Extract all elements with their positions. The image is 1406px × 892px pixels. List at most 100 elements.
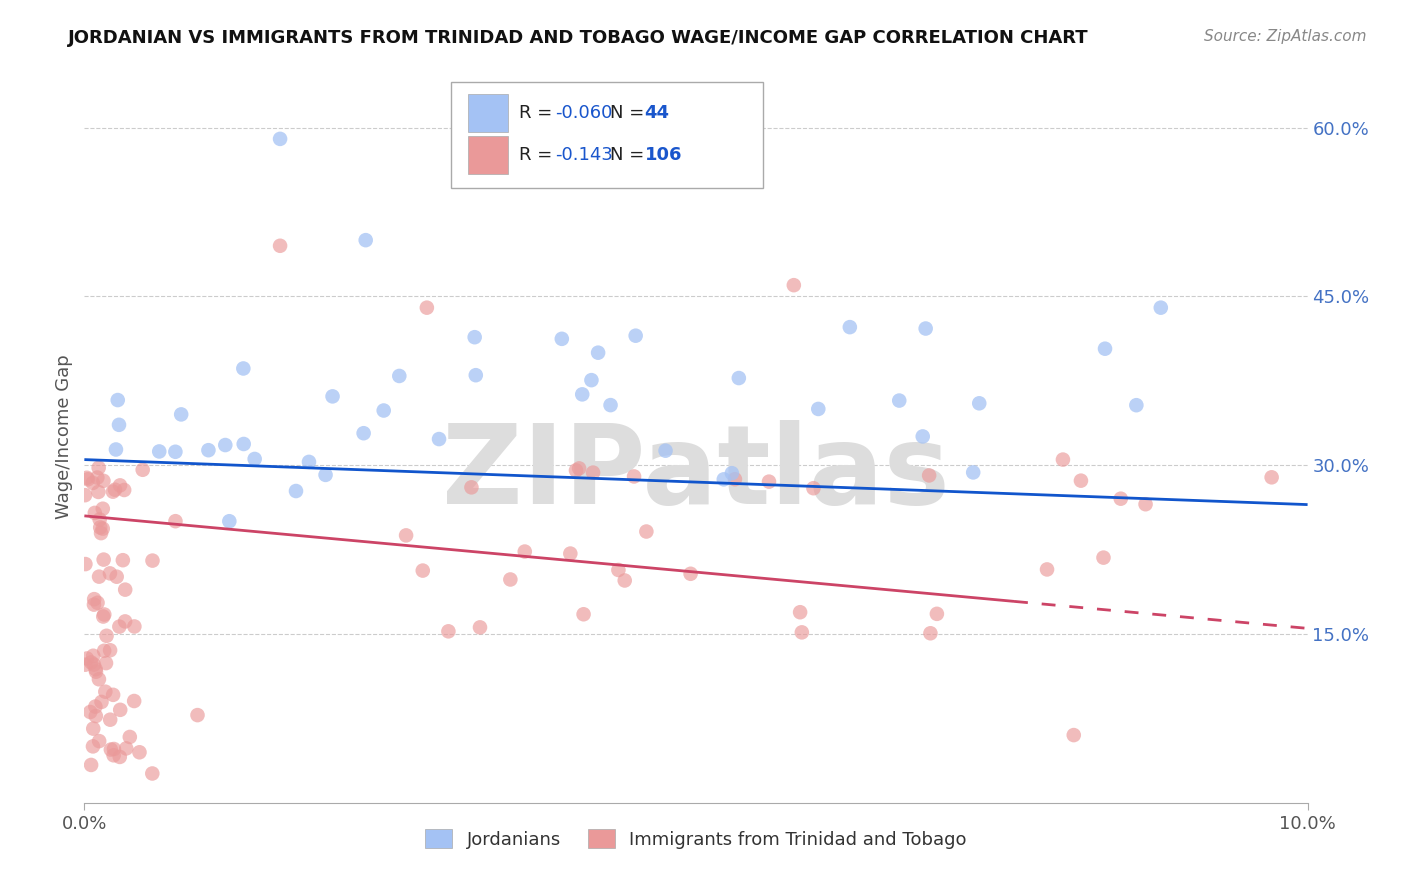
Point <box>112 483 135 497</box>
Point <box>94 684 117 698</box>
Point <box>218 514 240 528</box>
Point <box>322 389 344 403</box>
Point <box>582 466 605 480</box>
Point <box>87 673 110 687</box>
Point <box>128 745 150 759</box>
Point <box>499 573 522 587</box>
Point <box>1094 342 1116 356</box>
Point <box>83 657 105 672</box>
Point <box>89 512 111 526</box>
Point <box>513 544 536 558</box>
Point <box>93 607 115 622</box>
Text: JORDANIAN VS IMMIGRANTS FROM TRINIDAD AND TOBAGO WAGE/INCOME GAP CORRELATION CHA: JORDANIAN VS IMMIGRANTS FROM TRINIDAD AN… <box>67 29 1088 46</box>
Text: N =: N = <box>610 104 644 122</box>
Point <box>83 598 105 612</box>
Point <box>93 644 115 658</box>
Point <box>103 748 125 763</box>
FancyBboxPatch shape <box>468 94 508 132</box>
Point <box>214 438 236 452</box>
Point <box>75 557 97 571</box>
Point <box>96 629 118 643</box>
Point <box>82 722 104 736</box>
Point <box>98 566 121 581</box>
Point <box>565 463 588 477</box>
Point <box>82 739 104 754</box>
Point <box>107 392 129 407</box>
Point <box>110 703 132 717</box>
Point <box>104 442 127 457</box>
Point <box>186 708 208 723</box>
Point <box>783 278 806 293</box>
Point <box>586 345 609 359</box>
Point <box>87 484 110 499</box>
Text: N =: N = <box>610 146 644 164</box>
Point <box>918 468 941 483</box>
Legend: Jordanians, Immigrants from Trinidad and Tobago: Jordanians, Immigrants from Trinidad and… <box>418 822 974 856</box>
Point <box>87 569 110 583</box>
Point <box>91 609 114 624</box>
Point <box>170 408 193 422</box>
Point <box>90 526 112 541</box>
Point <box>623 469 645 483</box>
Point <box>269 239 291 253</box>
Point <box>76 651 98 665</box>
Point <box>624 328 647 343</box>
Point <box>758 475 780 489</box>
Point <box>84 662 107 676</box>
Point <box>94 656 117 670</box>
Y-axis label: Wage/Income Gap: Wage/Income Gap <box>55 355 73 519</box>
Point <box>122 694 145 708</box>
Point <box>920 626 942 640</box>
Point <box>568 461 591 475</box>
Point <box>93 474 115 488</box>
Text: -0.060: -0.060 <box>555 104 613 122</box>
Text: R =: R = <box>519 146 551 164</box>
Point <box>1036 562 1059 576</box>
Point <box>1092 550 1115 565</box>
FancyBboxPatch shape <box>468 136 508 175</box>
Point <box>395 528 418 542</box>
Point <box>105 570 128 584</box>
Point <box>1109 491 1132 506</box>
Point <box>427 432 450 446</box>
Point <box>298 455 321 469</box>
Point <box>86 470 108 484</box>
Point <box>460 480 482 494</box>
Point <box>103 742 125 756</box>
Point <box>80 758 103 772</box>
Point <box>114 582 136 597</box>
Point <box>721 466 744 480</box>
Point <box>412 564 434 578</box>
Point <box>560 547 582 561</box>
Point <box>232 437 254 451</box>
FancyBboxPatch shape <box>451 82 763 188</box>
Point <box>89 734 111 748</box>
Point <box>571 387 593 401</box>
Point <box>100 742 122 756</box>
Point <box>354 233 377 247</box>
Point <box>803 481 825 495</box>
Point <box>285 483 308 498</box>
Point <box>962 466 984 480</box>
Text: ZIPatlas: ZIPatlas <box>441 420 950 527</box>
Point <box>165 444 187 458</box>
Point <box>82 648 104 663</box>
Point <box>232 361 254 376</box>
Point <box>101 484 124 499</box>
Point <box>437 624 460 639</box>
Point <box>79 705 101 719</box>
Point <box>90 695 112 709</box>
Point <box>789 605 811 619</box>
Point <box>124 619 146 633</box>
Point <box>967 396 990 410</box>
Point <box>790 625 813 640</box>
Point <box>416 301 439 315</box>
Point <box>91 522 114 536</box>
Point <box>889 393 911 408</box>
Point <box>141 766 163 780</box>
Point <box>724 472 747 486</box>
Point <box>98 643 121 657</box>
Point <box>148 444 170 458</box>
Point <box>807 401 830 416</box>
Point <box>83 506 105 520</box>
